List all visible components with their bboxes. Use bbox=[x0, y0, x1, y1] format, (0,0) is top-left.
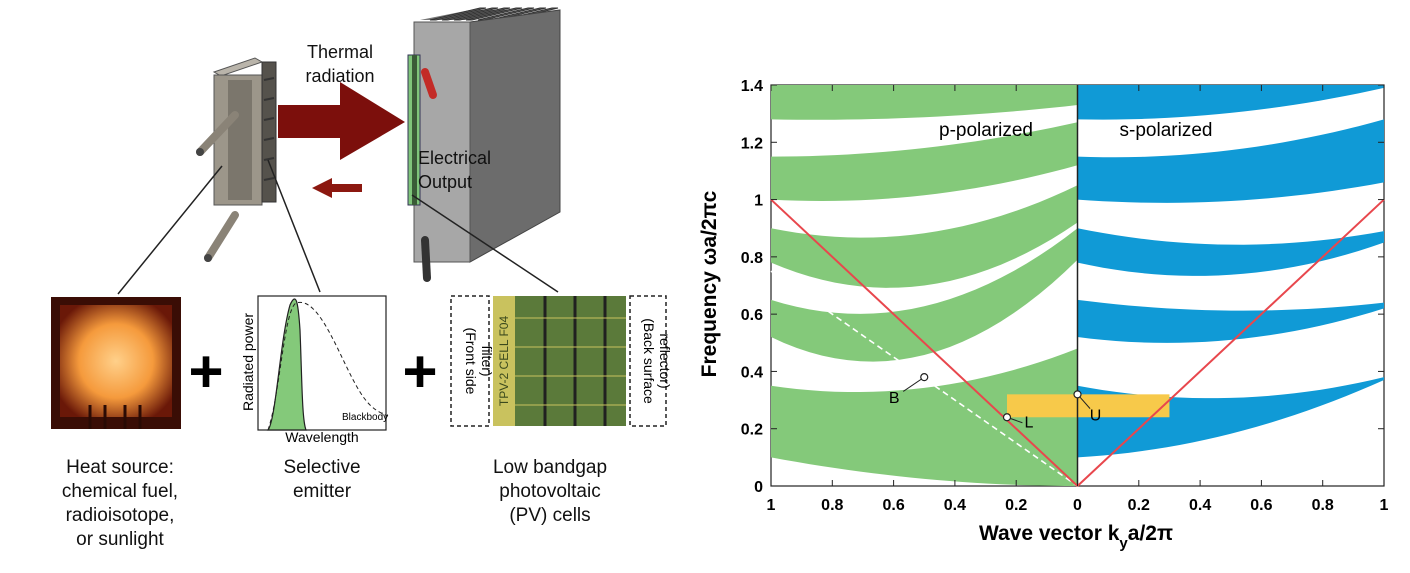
p-band-2 bbox=[771, 228, 1078, 362]
thermal-radiation-arrow bbox=[278, 82, 405, 160]
pv-cell-panel: (Front side filter) TPV-2 CELL F04 (Back… bbox=[450, 295, 673, 427]
pv-line1: Low bandgap bbox=[492, 457, 608, 478]
heat-line1: Heat source: bbox=[66, 457, 174, 478]
x-tick-label-0: 1 bbox=[767, 497, 776, 514]
y-tick-label-5: 1 bbox=[754, 193, 763, 210]
p-polarized-label: p-polarized bbox=[939, 120, 1033, 141]
heat-source-caption: Heat source: chemical fuel, radioisotope… bbox=[40, 456, 200, 552]
x-tick-label-8: 0.6 bbox=[1250, 497, 1272, 514]
heat-line3: radioisotope, bbox=[65, 505, 175, 526]
point-label-U: U bbox=[1090, 407, 1102, 424]
electrical-output-label: Electrical Output bbox=[418, 146, 528, 194]
pv-heat-sink bbox=[407, 7, 561, 282]
s-band-3 bbox=[1077, 228, 1384, 276]
heat-source-image bbox=[51, 297, 181, 429]
y-tick-label-2: 0.4 bbox=[741, 364, 763, 381]
x-axis-label: Wave vector kya/2π bbox=[979, 522, 1173, 552]
emitter-line2: emitter bbox=[292, 481, 352, 502]
pv-line2: photovoltaic bbox=[499, 481, 601, 502]
heat-line2: chemical fuel, bbox=[61, 481, 179, 502]
tpv-schematic: + + Radiated power Wavelength Blackbody … bbox=[51, 7, 673, 445]
x-tick-label-3: 0.4 bbox=[944, 497, 966, 514]
front-filter-line2: filter) bbox=[479, 345, 495, 376]
inset-xlabel: Wavelength bbox=[285, 429, 358, 445]
emitter-caption: Selective emitter bbox=[252, 456, 392, 504]
plot-area: 0 0.2 0.4 0.6 0.8 1 1.2 1.4 1 0.8 0.6 0.4 0.2 0 0.2 0.4… bbox=[741, 78, 1389, 514]
plus-sign-1: + bbox=[188, 338, 223, 405]
zoom-lines bbox=[117, 159, 559, 295]
output-line2: Output bbox=[418, 172, 473, 192]
point-L bbox=[1002, 413, 1012, 422]
x-tick-label-5: 0 bbox=[1073, 497, 1082, 514]
x-axis-label-main: Wave vector k bbox=[979, 522, 1120, 545]
x-tick-label-10: 1 bbox=[1380, 497, 1389, 514]
thermal-radiation-label: Thermal radiation bbox=[290, 40, 390, 88]
p-band-1 bbox=[771, 348, 1078, 486]
x-axis-label-tail: a/2π bbox=[1128, 522, 1173, 545]
light-line-right bbox=[1076, 198, 1385, 487]
front-filter-line1: (Front side bbox=[463, 328, 479, 395]
point-label-B: B bbox=[889, 390, 900, 407]
y-axis-label: Frequency ωa/2πc bbox=[700, 190, 721, 377]
x-tick-label-6: 0.2 bbox=[1128, 497, 1150, 514]
p-band-4 bbox=[771, 122, 1078, 202]
y-tick-label-4: 0.8 bbox=[741, 250, 763, 267]
s-polarized-label: s-polarized bbox=[1120, 120, 1213, 141]
x-tick-label-4: 0.2 bbox=[1005, 497, 1027, 514]
cell-text: TPV-2 CELL F04 bbox=[497, 316, 511, 407]
y-tick-label-3: 0.6 bbox=[741, 307, 763, 324]
inset-ylabel: Radiated power bbox=[240, 313, 256, 411]
brewster-line bbox=[770, 270, 1078, 487]
pv-line3: (PV) cells bbox=[509, 505, 591, 526]
band-structure-chart: 0 0.2 0.4 0.6 0.8 1 1.2 1.4 1 0.8 0.6 0.4 0.2 0 0.2 0.4… bbox=[700, 78, 1389, 552]
s-band-4 bbox=[1077, 119, 1384, 203]
emitter-line1: Selective bbox=[283, 457, 361, 478]
y-tick-label-6: 1.2 bbox=[741, 135, 763, 152]
point-U bbox=[1073, 390, 1082, 399]
emitter-block bbox=[196, 57, 277, 262]
point-label-L: L bbox=[1025, 414, 1034, 431]
p-band-3 bbox=[771, 185, 1078, 288]
x-tick-label-2: 0.6 bbox=[882, 497, 904, 514]
s-band-5 bbox=[1077, 85, 1384, 120]
inset-blackbody-label: Blackbody bbox=[342, 412, 388, 423]
back-reflector-line2: reflector) bbox=[657, 333, 673, 388]
x-axis-label-sub: y bbox=[1119, 535, 1128, 552]
y-tick-label-7: 1.4 bbox=[741, 78, 763, 95]
s-band-2 bbox=[1077, 299, 1384, 343]
y-tick-label-1: 0.2 bbox=[741, 422, 763, 439]
light-line-left bbox=[770, 198, 1079, 487]
point-leader-B bbox=[902, 376, 925, 392]
y-tick-label-0: 0 bbox=[754, 479, 763, 496]
p-band-5 bbox=[771, 85, 1078, 120]
back-reflector-line1: (Back surface bbox=[641, 318, 657, 404]
x-tick-label-1: 0.8 bbox=[821, 497, 843, 514]
thermal-line2: radiation bbox=[305, 66, 375, 86]
reflected-radiation-arrow bbox=[312, 178, 362, 198]
plus-sign-2: + bbox=[402, 338, 437, 405]
x-tick-label-7: 0.4 bbox=[1189, 497, 1211, 514]
point-B bbox=[920, 373, 929, 382]
pv-caption: Low bandgap photovoltaic (PV) cells bbox=[470, 456, 630, 528]
emitter-spectrum-inset: Radiated power Wavelength Blackbody bbox=[240, 295, 389, 445]
thermal-line1: Thermal bbox=[306, 42, 373, 62]
output-line1: Electrical bbox=[418, 148, 492, 168]
heat-line4: or sunlight bbox=[76, 529, 164, 550]
x-tick-label-9: 0.8 bbox=[1312, 497, 1334, 514]
